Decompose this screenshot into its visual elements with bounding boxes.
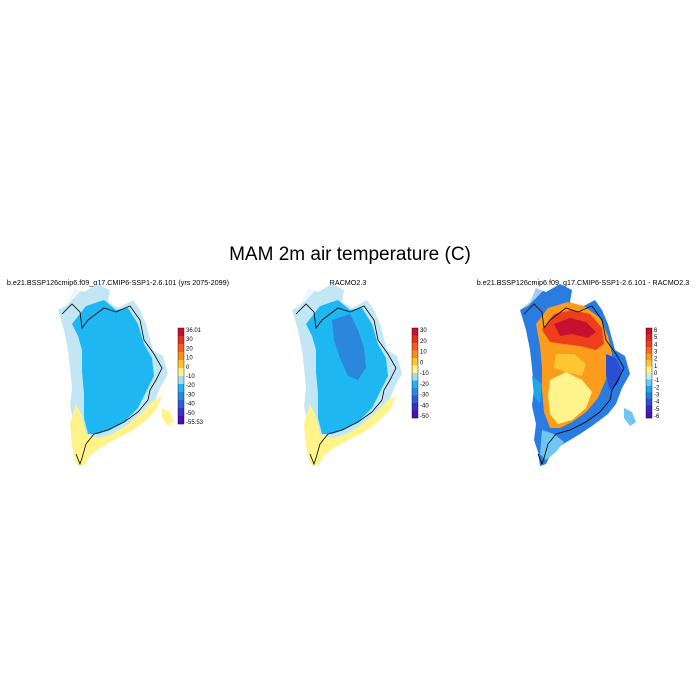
colorbar-tick-label: 5 (654, 335, 658, 341)
colorbar-tick-label: -40 (420, 403, 429, 409)
panel-1-title: b.e21.BSSP126cmip6.f09_g17.CMIP6-SSP1-2.… (6, 278, 230, 287)
colorbar-tick-label: -6 (654, 414, 660, 420)
colorbar-swatch (178, 400, 184, 409)
colorbar-tick-label: -55.53 (186, 420, 204, 426)
colorbar-swatch (412, 373, 418, 381)
colorbar-swatch (412, 388, 418, 396)
colorbar-swatch (412, 335, 418, 344)
colorbar-swatch (178, 408, 184, 417)
colorbar-swatch (412, 365, 418, 374)
colorbar-swatch (646, 353, 652, 361)
colorbar-swatch (412, 350, 418, 359)
colorbar-swatch (646, 411, 652, 419)
colorbar-tick-label: 1 (654, 364, 658, 370)
colorbar-3-swatches (645, 327, 653, 419)
panel-2-title: RACMO2.3 (329, 278, 367, 287)
land-outline-1 (58, 284, 174, 466)
colorbar-swatch (178, 376, 184, 385)
colorbar-tick-label: 20 (420, 339, 427, 345)
colorbar-swatch (646, 405, 652, 412)
colorbar-tick-label: -10 (186, 374, 195, 380)
colorbar-swatch (412, 395, 418, 404)
colorbar-swatch (646, 373, 652, 380)
colorbar-swatch (646, 398, 652, 406)
colorbar-tick-label: 10 (420, 350, 427, 356)
colorbar-swatch (412, 328, 418, 336)
colorbar-swatch (646, 328, 652, 335)
colorbar-swatch (646, 392, 652, 399)
colorbar-swatch (412, 380, 418, 389)
colorbar-tick-label: 0 (654, 371, 658, 377)
colorbar-swatch (178, 392, 184, 401)
colorbar-tick-label: -30 (420, 393, 429, 399)
colorbar-tick-label: 30 (420, 328, 427, 334)
colorbar-tick-label: -40 (186, 402, 195, 408)
colorbar-tick-label: -50 (420, 414, 429, 420)
panel-2-colorbar: 30 20 10 0 -10 -20 -30 -40 -50 (411, 327, 429, 420)
colorbar-tick-label: -10 (420, 371, 429, 377)
colorbar-2-swatches (411, 327, 419, 419)
panel-1-map (58, 284, 174, 466)
colorbar-swatch (646, 360, 652, 367)
colorbar-swatch (412, 403, 418, 411)
colorbar-tick-label: -1 (654, 378, 660, 384)
colorbar-tick-label: -20 (186, 383, 195, 389)
colorbar-tick-label: 10 (186, 356, 193, 362)
colorbar-tick-label: -30 (186, 392, 195, 398)
colorbar-tick-label: 0 (420, 360, 424, 366)
panel-2-map (292, 284, 402, 466)
colorbar-tick-label: 2 (654, 357, 658, 363)
colorbar-tick-label: -3 (654, 393, 660, 399)
panel-1-colorbar: 36.01 30 20 10 0 -10 -20 -30 -40 -50 -55.53 (177, 327, 204, 426)
colorbar-swatch (412, 343, 418, 351)
colorbar-2-labels: 30 20 10 0 -10 -20 -30 -40 -50 (420, 328, 429, 420)
panel-3-title: b.e21.BSSP126cmip6.f09_g17.CMIP6-SSP1-2.… (476, 278, 690, 287)
colorbar-swatch (646, 366, 652, 374)
colorbar-swatch (178, 352, 184, 361)
colorbar-1-swatches (177, 327, 185, 425)
colorbar-tick-label: 20 (186, 346, 193, 352)
colorbar-tick-label: -50 (186, 411, 195, 417)
colorbar-swatch (178, 416, 184, 425)
colorbar-swatch (646, 334, 652, 342)
colorbar-swatch (646, 340, 652, 348)
land-outline-3 (520, 284, 636, 466)
colorbar-tick-label: 36.01 (186, 328, 202, 334)
colorbar-tick-label: 3 (654, 350, 658, 356)
colorbar-tick-label: -5 (654, 407, 660, 413)
colorbar-swatch (178, 360, 184, 369)
colorbar-frame (411, 327, 419, 419)
colorbar-tick-label: 0 (186, 365, 190, 371)
colorbar-tick-label: 6 (654, 328, 658, 334)
colorbar-swatch (178, 336, 184, 345)
colorbar-tick-label: 4 (654, 342, 658, 348)
colorbar-frame (645, 327, 653, 419)
colorbar-swatch (646, 385, 652, 393)
colorbar-swatch (646, 379, 652, 387)
colorbar-swatch (412, 358, 418, 366)
colorbar-swatch (412, 410, 418, 419)
colorbar-swatch (178, 384, 184, 393)
colorbar-frame (177, 327, 185, 425)
figure-title: MAM 2m air temperature (C) (229, 244, 471, 265)
colorbar-tick-label: -4 (654, 400, 660, 406)
colorbar-tick-label: -20 (420, 382, 429, 388)
colorbar-swatch (178, 368, 184, 377)
colorbar-1-labels: 36.01 30 20 10 0 -10 -20 -30 -40 -50 -55.53 (186, 328, 204, 426)
colorbar-swatch (178, 328, 184, 337)
panel-3-map (520, 284, 636, 466)
colorbar-tick-label: 30 (186, 337, 193, 343)
colorbar-swatch (178, 344, 184, 353)
colorbar-swatch (646, 347, 652, 354)
land-outline-2 (292, 284, 402, 466)
colorbar-tick-label: -2 (654, 385, 660, 391)
